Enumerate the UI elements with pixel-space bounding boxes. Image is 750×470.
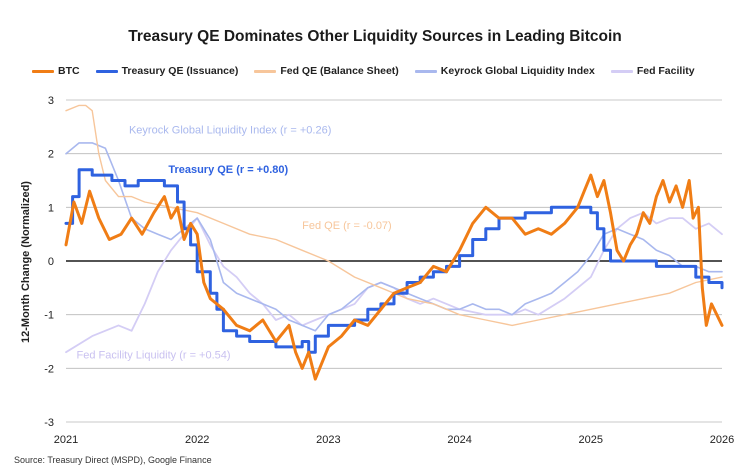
y-tick-label: -1 (44, 310, 54, 322)
legend-label-btc: BTC (58, 65, 80, 77)
series-line-fed-facility (65, 211, 723, 354)
x-tick-label: 2026 (710, 434, 734, 446)
legend-swatch-treasury-qe (95, 69, 118, 73)
legend-swatch-fed-qe (254, 69, 277, 73)
series-line-fed-qe-balance-sheet (65, 104, 723, 327)
legend-swatch-btc (32, 69, 54, 73)
series-annotation: Keyrock Global Liquidity Index (r = +0.2… (129, 124, 331, 136)
legend-swatch-fed-facility (610, 69, 633, 73)
legend-swatch-keyrock (414, 69, 437, 73)
chart-title: Treasury QE Dominates Other Liquidity So… (128, 28, 622, 45)
chart-legend: BTC Treasury QE (Issuance) Fed QE (Balan… (32, 63, 711, 79)
series-annotation: Fed Facility Liquidity (r = +0.54) (76, 350, 230, 362)
annotation-layer: Keyrock Global Liquidity Index (r = +0.2… (76, 124, 391, 361)
series-layer (64, 104, 724, 381)
x-tick-label: 2022 (185, 434, 209, 446)
x-tick-label: 2023 (316, 434, 340, 446)
y-tick-label: -3 (44, 417, 54, 429)
series-annotation: Fed QE (r = -0.07) (302, 220, 392, 232)
legend-label-fed-facility: Fed Facility (636, 65, 695, 77)
series-line-btc (64, 173, 724, 381)
series-annotation: Treasury QE (r = +0.80) (168, 164, 288, 176)
x-tick-label: 2025 (579, 434, 603, 446)
legend-item-btc: BTC (32, 65, 80, 77)
x-tick-label: 2021 (54, 434, 78, 446)
legend-item-keyrock: Keyrock Global Liquidity Index (414, 65, 595, 77)
grid-layer (66, 99, 722, 423)
y-tick-label: 0 (48, 256, 54, 268)
y-tick-label: -2 (44, 363, 54, 375)
y-tick-label: 2 (48, 149, 54, 161)
legend-label-treasury-qe: Treasury QE (Issuance) (121, 65, 239, 77)
legend-item-fed-facility: Fed Facility (610, 65, 695, 77)
legend-item-fed-qe: Fed QE (Balance Sheet) (254, 65, 399, 77)
y-tick-label: 3 (48, 95, 54, 107)
y-tick-label: 1 (48, 202, 54, 214)
legend-item-treasury-qe: Treasury QE (Issuance) (95, 65, 239, 77)
legend-label-fed-qe: Fed QE (Balance Sheet) (280, 65, 399, 77)
series-line-treasury-qe-issuance (64, 168, 724, 354)
legend-label-keyrock: Keyrock Global Liquidity Index (440, 65, 595, 77)
x-tick-label: 2024 (447, 434, 471, 446)
source-note: Source: Treasury Direct (MSPD), Google F… (14, 455, 212, 465)
